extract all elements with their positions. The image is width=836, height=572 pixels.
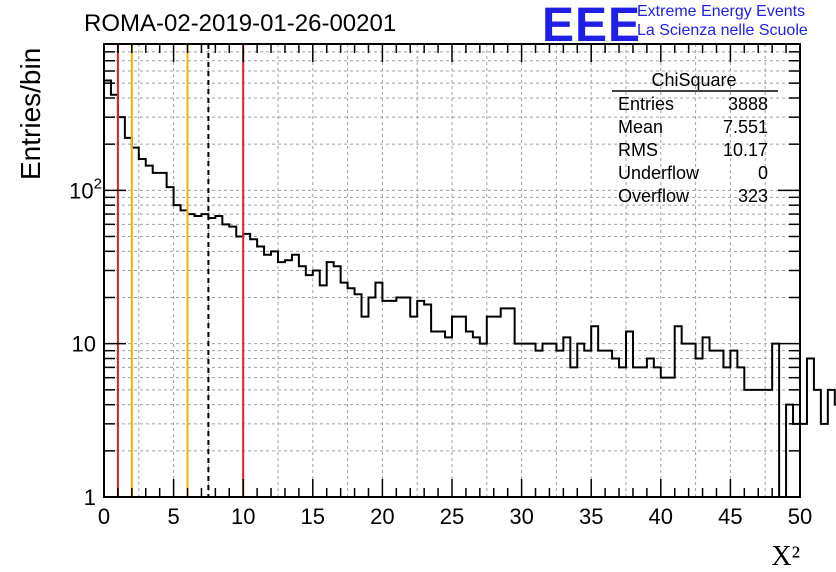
y-tick-label: 102 [69,175,102,203]
grid [104,44,800,497]
stats-box: ChiSquare Entries 3888 Mean 7.551 RMS 10.17 Und… [612,70,778,206]
stats-row-value: 3888 [728,94,768,114]
x-tick-label: 50 [788,504,812,529]
stats-row-label: RMS [618,140,658,160]
stats-row-value: 7.551 [723,117,768,137]
x-axis-label: X² [771,541,800,572]
x-tick-label: 15 [301,504,325,529]
x-tick-label: 20 [370,504,394,529]
stats-row-value: 10.17 [723,140,768,160]
stats-row-label: Entries [618,94,674,114]
x-tick-label: 10 [231,504,255,529]
x-tick-label: 45 [718,504,742,529]
x-tick-label: 0 [98,504,110,529]
logo-subtitle-1: Extreme Energy Events [637,3,806,20]
y-tick-label: 10 [72,332,96,357]
stats-row-label: Overflow [618,186,690,206]
stats-row-label: Mean [618,117,663,137]
threshold-lines [116,44,245,497]
chart-title: ROMA-02-2019-01-26-00201 [84,10,397,37]
stats-row-label: Underflow [618,163,700,183]
y-axis-label: Entries/bin [15,48,46,180]
x-tick-label: 5 [167,504,179,529]
logo-subtitle-2: La Scienza nelle Scuole [637,22,808,39]
stats-title: ChiSquare [651,70,736,90]
stats-row-value: 323 [738,186,768,206]
x-tick-label: 35 [579,504,603,529]
axis-ticks: 0 5 10 15 20 25 30 35 40 45 50 1 10 102 [69,43,812,529]
x-tick-label: 40 [649,504,673,529]
y-tick-label: 1 [84,485,96,510]
stats-row-value: 0 [758,163,768,183]
x-tick-label: 25 [440,504,464,529]
x-tick-label: 30 [509,504,533,529]
